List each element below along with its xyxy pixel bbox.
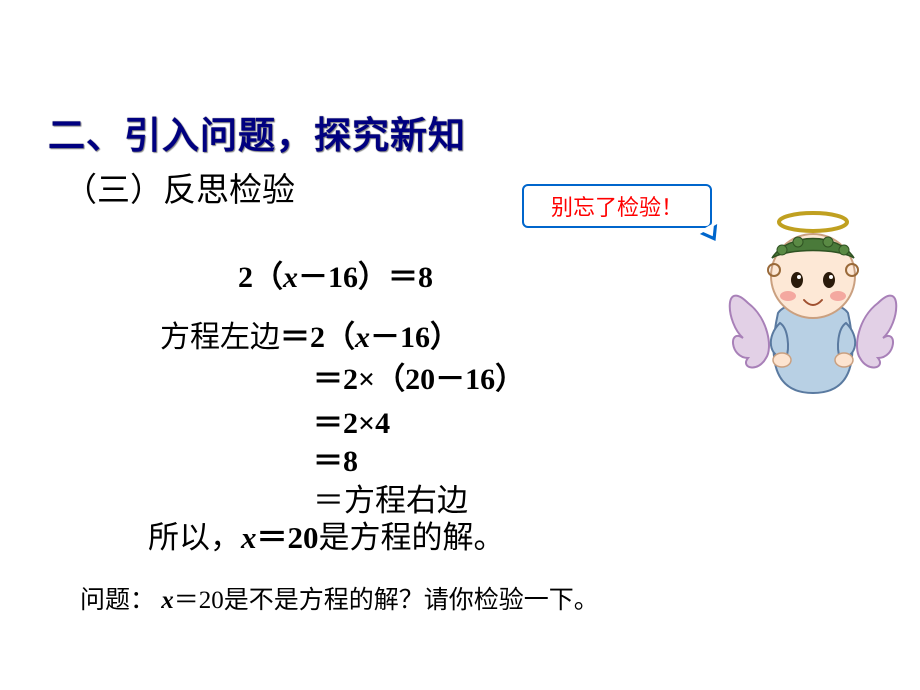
speech-bubble-text: 别忘了检验！: [551, 190, 683, 222]
question-label: 问题：: [80, 587, 155, 614]
question-body: 是不是方程的解？请你检验一下。: [224, 587, 599, 614]
conclusion: 所以，x＝20是方程的解。: [148, 512, 505, 557]
angel-illustration: [718, 208, 908, 408]
check-step-lhs: 方程左边＝2（x－16）: [160, 312, 460, 356]
equation-main: 2（x－16）＝8: [238, 252, 433, 296]
leaf-icon: [839, 245, 849, 255]
leaf-icon: [777, 245, 787, 255]
cheek-left-icon: [780, 291, 796, 301]
subsection-title: （三）反思检验: [64, 163, 295, 211]
check-label: 方程左边: [160, 321, 280, 354]
check-step-4: ＝8: [313, 436, 358, 480]
eye-right-icon: [823, 272, 835, 288]
leaf-icon: [793, 237, 803, 247]
speech-bubble: 别忘了检验！: [522, 184, 712, 236]
eye-highlight-icon: [797, 275, 801, 279]
speech-bubble-box: 别忘了检验！: [522, 184, 712, 228]
hand-right-icon: [835, 353, 853, 367]
eye-left-icon: [791, 272, 803, 288]
cheek-right-icon: [830, 291, 846, 301]
section-title: 二、引入问题，探究新知: [48, 105, 466, 159]
conclusion-prefix: 所以，: [148, 520, 241, 555]
leaf-icon: [823, 237, 833, 247]
eq-text: 2（x－16）＝8: [238, 261, 433, 294]
wing-right-icon: [857, 296, 896, 368]
conclusion-suffix: 是方程的解。: [319, 520, 505, 555]
halo-icon: [779, 213, 847, 231]
question-line: 问题： x＝20是不是方程的解？请你检验一下。: [80, 580, 599, 616]
check-step-2: ＝2×（20－16）: [313, 354, 525, 398]
wing-left-icon: [730, 296, 769, 368]
hand-left-icon: [773, 353, 791, 367]
eye-highlight-icon: [829, 275, 833, 279]
